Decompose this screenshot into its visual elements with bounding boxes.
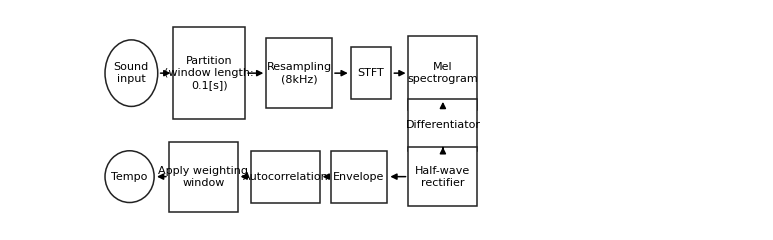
Text: Envelope: Envelope	[333, 172, 385, 182]
Text: Partition
(window length:
0.1[s]): Partition (window length: 0.1[s])	[165, 56, 254, 90]
FancyBboxPatch shape	[251, 151, 320, 203]
Text: Mel
spectrogram: Mel spectrogram	[407, 62, 478, 84]
Ellipse shape	[105, 151, 154, 203]
Text: Resampling
(8kHz): Resampling (8kHz)	[267, 62, 332, 84]
Text: STFT: STFT	[358, 68, 384, 78]
FancyBboxPatch shape	[351, 47, 391, 99]
Text: Differentiator: Differentiator	[405, 120, 480, 130]
FancyBboxPatch shape	[173, 27, 245, 119]
Text: Tempo: Tempo	[111, 172, 148, 182]
Text: Apply weighting
window: Apply weighting window	[158, 166, 248, 188]
Ellipse shape	[105, 40, 158, 106]
FancyBboxPatch shape	[408, 147, 478, 206]
FancyBboxPatch shape	[408, 36, 478, 110]
FancyBboxPatch shape	[266, 38, 332, 108]
Text: Autocorrelation: Autocorrelation	[243, 172, 329, 182]
FancyBboxPatch shape	[408, 99, 478, 151]
FancyBboxPatch shape	[331, 151, 387, 203]
Text: Half-wave
rectifier: Half-wave rectifier	[415, 166, 471, 188]
FancyBboxPatch shape	[169, 142, 238, 212]
Text: Sound
input: Sound input	[114, 62, 149, 84]
